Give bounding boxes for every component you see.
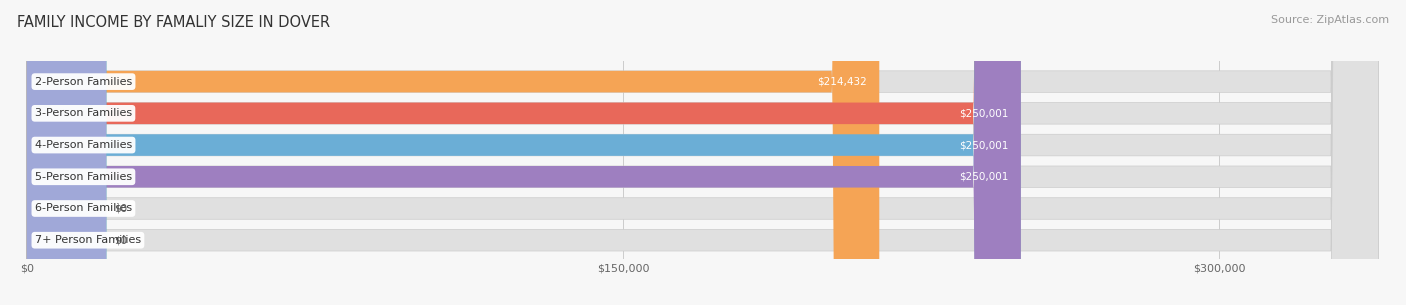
FancyBboxPatch shape — [27, 0, 1378, 305]
Text: 5-Person Families: 5-Person Families — [35, 172, 132, 182]
FancyBboxPatch shape — [27, 0, 107, 305]
Text: 6-Person Families: 6-Person Families — [35, 203, 132, 213]
Text: 4-Person Families: 4-Person Families — [35, 140, 132, 150]
Text: $214,432: $214,432 — [818, 77, 868, 87]
FancyBboxPatch shape — [27, 0, 1378, 305]
Text: 7+ Person Families: 7+ Person Families — [35, 235, 141, 245]
FancyBboxPatch shape — [27, 0, 1378, 305]
FancyBboxPatch shape — [27, 0, 1378, 305]
FancyBboxPatch shape — [27, 0, 1021, 305]
FancyBboxPatch shape — [27, 0, 1378, 305]
Text: Source: ZipAtlas.com: Source: ZipAtlas.com — [1271, 15, 1389, 25]
Text: $0: $0 — [114, 235, 128, 245]
FancyBboxPatch shape — [27, 0, 1021, 305]
FancyBboxPatch shape — [27, 0, 107, 305]
Text: 3-Person Families: 3-Person Families — [35, 108, 132, 118]
Text: $250,001: $250,001 — [959, 140, 1008, 150]
Text: 2-Person Families: 2-Person Families — [35, 77, 132, 87]
FancyBboxPatch shape — [27, 0, 1021, 305]
Text: $250,001: $250,001 — [959, 108, 1008, 118]
Text: FAMILY INCOME BY FAMALIY SIZE IN DOVER: FAMILY INCOME BY FAMALIY SIZE IN DOVER — [17, 15, 330, 30]
FancyBboxPatch shape — [27, 0, 1378, 305]
FancyBboxPatch shape — [27, 0, 879, 305]
Text: $0: $0 — [114, 203, 128, 213]
Text: $250,001: $250,001 — [959, 172, 1008, 182]
